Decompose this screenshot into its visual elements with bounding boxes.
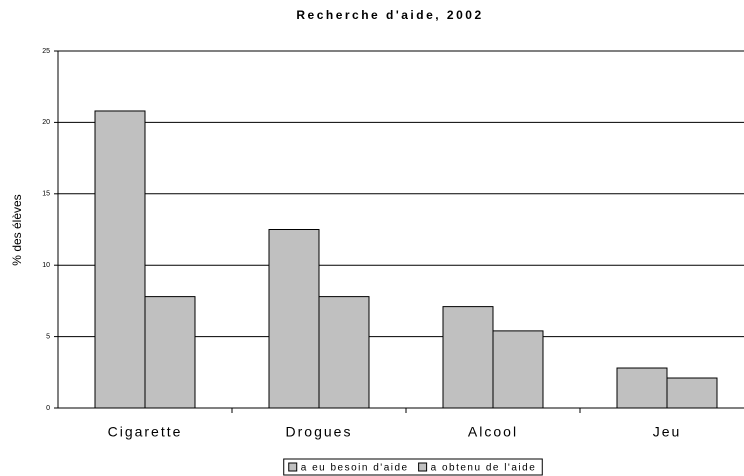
bar xyxy=(94,110,146,409)
y-tick-label: 0 xyxy=(46,405,50,412)
x-tick-label: Cigarette xyxy=(108,424,183,440)
y-tick-label: 20 xyxy=(42,119,50,126)
legend-swatch xyxy=(418,462,428,472)
bar xyxy=(268,229,320,409)
bar xyxy=(144,296,196,409)
y-axis-label: % des élèves xyxy=(10,194,24,265)
legend-label: a eu besoin d'aide xyxy=(301,463,409,474)
y-tick-label: 25 xyxy=(42,48,50,55)
legend-label: a obtenu de l'aide xyxy=(431,463,537,474)
bar xyxy=(318,296,370,409)
chart-title: Recherche d'aide, 2002 xyxy=(296,8,483,22)
bar xyxy=(666,377,718,409)
x-tick-label: Jeu xyxy=(653,424,682,440)
x-tick-label: Alcool xyxy=(468,424,518,440)
y-tick-label: 5 xyxy=(46,333,50,340)
y-tick-label: 15 xyxy=(42,191,50,198)
legend: a eu besoin d'aide a obtenu de l'aide xyxy=(283,458,543,476)
legend-box xyxy=(283,458,543,476)
bar xyxy=(442,306,494,409)
bar xyxy=(492,330,544,409)
y-tick-label: 10 xyxy=(42,262,50,269)
bar xyxy=(616,367,668,409)
legend-swatch xyxy=(288,462,298,472)
x-tick-label: Drogues xyxy=(286,424,353,440)
